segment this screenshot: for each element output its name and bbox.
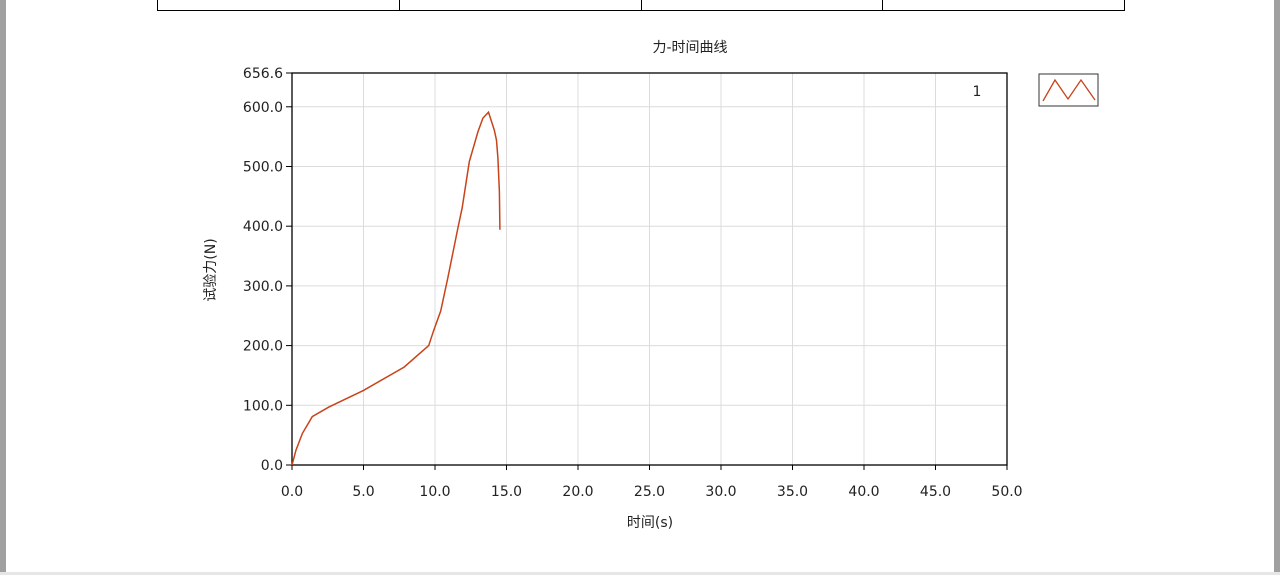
x-tick-label: 0.0 (281, 484, 303, 500)
legend[interactable] (1038, 73, 1099, 107)
x-axis-label: 时间(s) (627, 515, 673, 531)
legend-line-icon (1042, 78, 1096, 102)
x-tick-label: 50.0 (991, 484, 1022, 500)
table-row (157, 0, 1125, 11)
table-cell (400, 0, 642, 10)
series-line (291, 110, 501, 466)
x-tick-label: 45.0 (920, 484, 951, 500)
y-tick-label: 0.0 (261, 458, 283, 474)
bottom-border (0, 572, 1280, 575)
y-tick-label: 100.0 (243, 398, 283, 414)
left-border (0, 0, 6, 575)
table-cell (158, 0, 400, 10)
y-tick-label: 600.0 (243, 100, 283, 116)
y-tick-label: 200.0 (243, 339, 283, 355)
x-tick-label: 25.0 (634, 484, 665, 500)
x-tick-label: 30.0 (705, 484, 736, 500)
x-tick-label: 20.0 (562, 484, 593, 500)
x-tick-label: 40.0 (848, 484, 879, 500)
y-tick-label: 500.0 (243, 159, 283, 175)
x-tick-label: 5.0 (352, 484, 374, 500)
right-border (1274, 0, 1280, 575)
x-tick-label: 15.0 (491, 484, 522, 500)
x-tick-label: 35.0 (777, 484, 808, 500)
y-tick-label: 300.0 (243, 279, 283, 295)
y-axis-label: 试验力(N) (203, 238, 219, 301)
plot-label: 1 (973, 84, 982, 100)
chart-title: 力-时间曲线 (652, 40, 727, 56)
legend-box (1038, 73, 1099, 107)
x-tick-label: 10.0 (419, 484, 450, 500)
y-tick-label: 400.0 (243, 219, 283, 235)
table-cell (642, 0, 884, 10)
y-tick-label: 656.6 (243, 66, 283, 82)
